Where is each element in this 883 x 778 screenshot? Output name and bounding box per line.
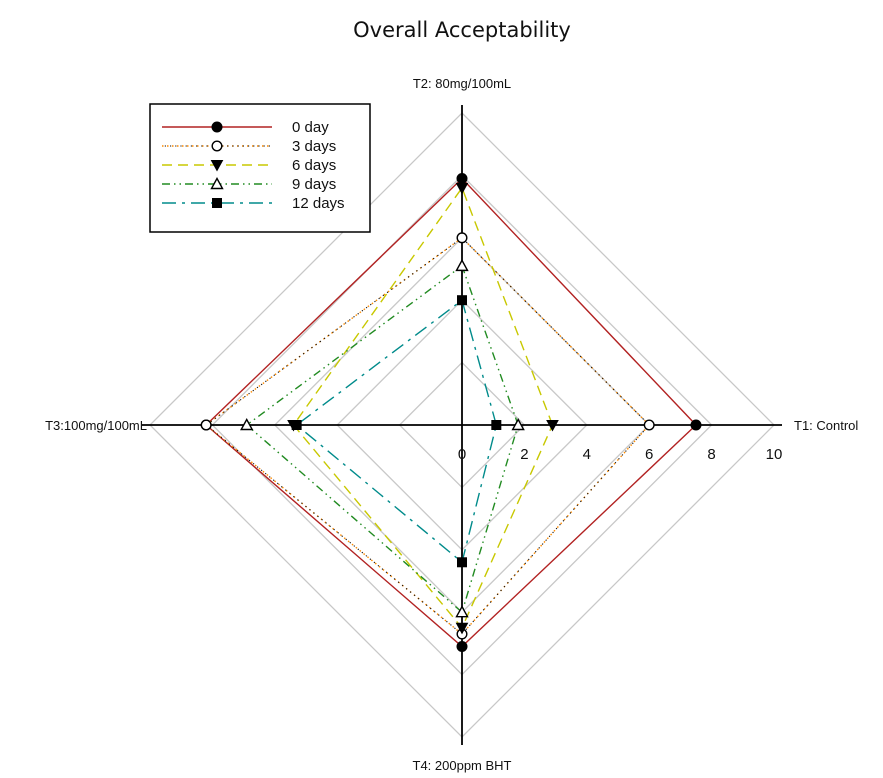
legend-label-4: 12 days [292, 195, 345, 212]
legend-marker-2 [210, 160, 224, 172]
legend-label-0: 0 day [292, 119, 329, 136]
axis-label-t4: T4: 200ppm BHT [413, 758, 512, 773]
series-3-point-2 [240, 418, 254, 431]
legend-marker-1 [211, 140, 223, 152]
series-0 [200, 173, 702, 653]
tick-label-10: 10 [766, 446, 783, 463]
legend-marker-0 [211, 121, 223, 133]
series-4-point-0 [491, 420, 502, 430]
series-3-point-1 [455, 258, 469, 272]
axis-label-t1: T1: Control [794, 418, 858, 433]
series-3-point-3 [455, 605, 469, 618]
series-1-point-2 [200, 419, 212, 431]
tick-label-8: 8 [707, 446, 715, 463]
axis-label-t3: T3:100mg/100mL [45, 418, 147, 433]
series-4-point-3 [457, 557, 467, 568]
legend-marker-3 [210, 177, 224, 190]
series-line-3 [245, 264, 519, 614]
series-group [200, 173, 702, 653]
series-3 [240, 258, 525, 618]
series-1 [200, 232, 655, 640]
series-0-point-3 [456, 641, 468, 653]
tick-labels: 0 2 4 6 8 10 [458, 446, 783, 463]
series-0-point-0 [690, 419, 702, 431]
series-line-2 [292, 186, 554, 630]
legend-label-3: 9 days [292, 176, 336, 193]
series-2-point-1 [455, 182, 469, 195]
series-4-point-1 [457, 295, 467, 306]
tick-label-0: 0 [458, 446, 466, 463]
series-line-1 [205, 236, 651, 636]
series-3-point-0 [511, 418, 525, 431]
series-2-point-0 [546, 420, 559, 432]
series-2-point-3 [455, 622, 469, 635]
series-4 [291, 295, 502, 568]
series-4-point-2 [291, 420, 302, 430]
legend-box [149, 103, 371, 233]
series-1-point-1 [456, 232, 468, 244]
chart-title: Overall Acceptability [353, 18, 571, 42]
legend: 0 day 3 days 6 days 9 days 12 days [149, 103, 371, 233]
tick-label-2: 2 [520, 446, 528, 463]
legend-label-1: 3 days [292, 138, 336, 155]
axis-label-t2: T2: 80mg/100mL [413, 76, 511, 91]
series-2 [287, 182, 559, 635]
series-1-point-0 [643, 419, 655, 431]
tick-label-4: 4 [583, 446, 591, 463]
series-overlay-1 [205, 237, 650, 635]
legend-label-2: 6 days [292, 157, 336, 174]
legend-marker-4 [212, 198, 222, 208]
tick-label-6: 6 [645, 446, 653, 463]
series-0-point-1 [456, 173, 468, 185]
